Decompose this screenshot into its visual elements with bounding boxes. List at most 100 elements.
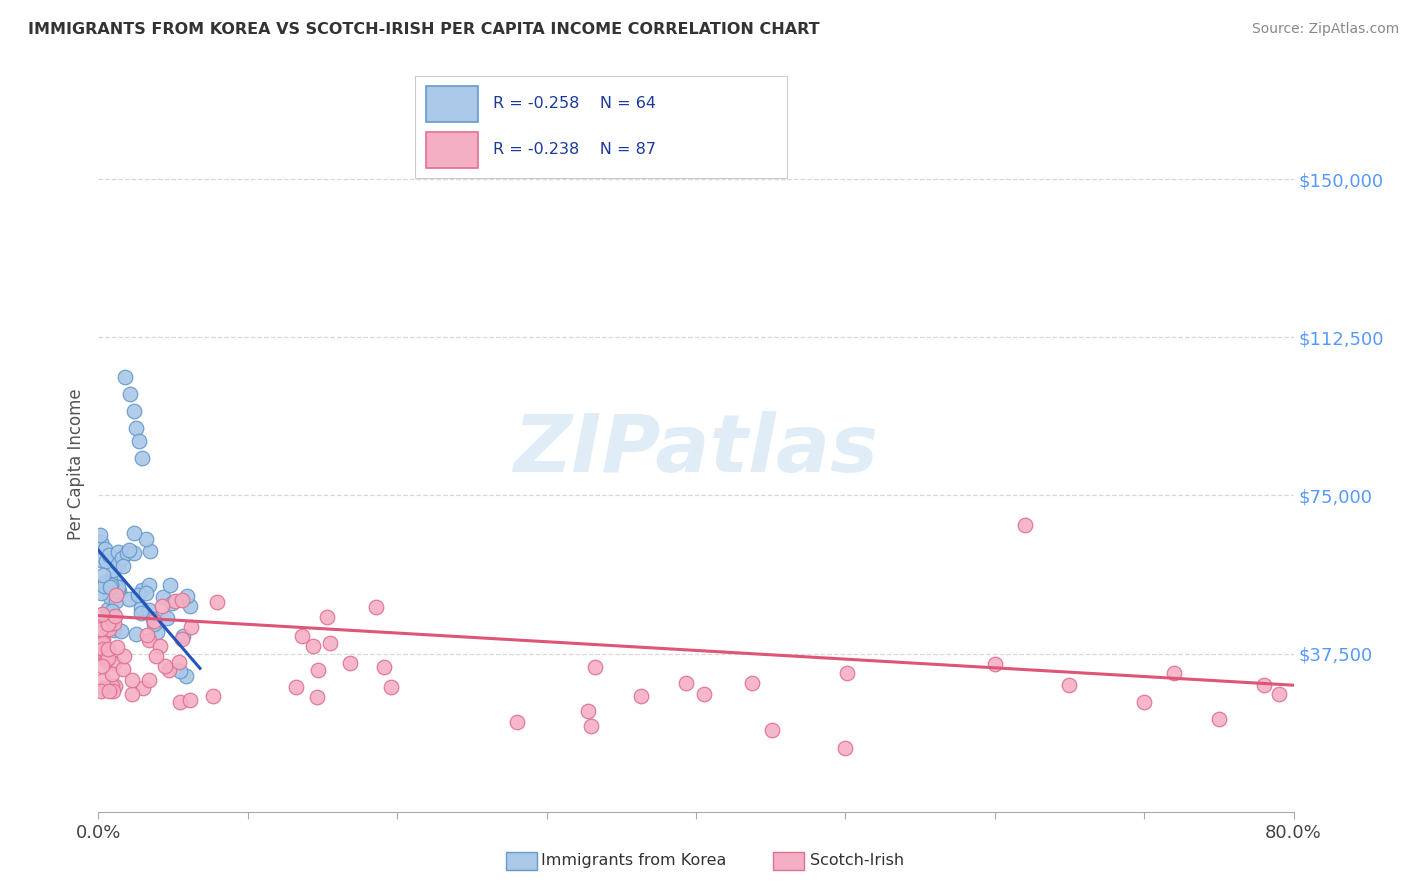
Point — [160, 596, 183, 610]
Point — [180, 620, 202, 634]
Point — [373, 659, 395, 673]
Point — [101, 683, 124, 698]
Point — [172, 629, 194, 643]
Text: Immigrants from Korea: Immigrants from Korea — [541, 854, 727, 868]
Point — [157, 663, 180, 677]
Point — [96, 575, 118, 590]
Point — [91, 568, 114, 582]
Point — [115, 546, 138, 560]
Point — [165, 594, 187, 608]
Point — [142, 614, 165, 628]
Point — [579, 719, 602, 733]
Point — [110, 624, 132, 638]
Point — [131, 582, 153, 597]
Point — [90, 683, 112, 698]
Point — [285, 680, 308, 694]
Point — [159, 578, 181, 592]
Point — [101, 563, 124, 577]
Point — [307, 664, 329, 678]
Point — [94, 649, 117, 664]
Point — [100, 604, 122, 618]
Point — [179, 693, 201, 707]
Point — [169, 665, 191, 679]
Point — [94, 646, 117, 660]
Point — [1059, 678, 1081, 692]
Point — [112, 662, 135, 676]
Point — [138, 578, 160, 592]
Point — [693, 687, 716, 701]
Point — [835, 665, 858, 680]
Point — [291, 629, 314, 643]
Point — [125, 627, 148, 641]
Point — [172, 593, 194, 607]
Point — [101, 666, 124, 681]
Point — [100, 573, 122, 587]
Point — [132, 681, 155, 695]
Point — [741, 675, 763, 690]
Point — [366, 600, 388, 615]
Point — [127, 588, 149, 602]
Point — [128, 434, 150, 448]
Point — [98, 584, 121, 599]
Point — [91, 632, 114, 647]
Text: ZIPatlas: ZIPatlas — [513, 411, 879, 489]
Point — [135, 586, 157, 600]
Point — [107, 557, 129, 571]
Point — [90, 535, 112, 549]
Point — [125, 421, 148, 435]
Point — [90, 619, 112, 633]
Point — [135, 533, 157, 547]
Point — [94, 653, 117, 667]
Point — [169, 695, 191, 709]
Point — [104, 594, 127, 608]
Point — [97, 602, 120, 616]
Point — [118, 387, 141, 401]
Point — [302, 639, 325, 653]
Point — [90, 647, 112, 661]
Point — [93, 681, 115, 695]
Point — [97, 684, 120, 698]
Point — [100, 679, 122, 693]
Point — [104, 574, 127, 588]
Point — [100, 578, 122, 592]
Point — [93, 646, 115, 660]
Point — [155, 659, 177, 673]
Text: R = -0.258    N = 64: R = -0.258 N = 64 — [494, 96, 657, 111]
Point — [1014, 518, 1036, 533]
Point — [121, 673, 143, 687]
Point — [167, 655, 190, 669]
Point — [305, 690, 328, 704]
Point — [107, 545, 129, 559]
Point — [152, 590, 174, 604]
Point — [91, 673, 114, 688]
Point — [141, 612, 163, 626]
Text: Scotch-Irish: Scotch-Irish — [810, 854, 904, 868]
Point — [94, 644, 117, 658]
Point — [104, 608, 127, 623]
Point — [984, 657, 1007, 672]
Point — [94, 542, 117, 557]
Point — [319, 636, 342, 650]
Point — [176, 669, 198, 683]
Point — [104, 679, 127, 693]
Point — [107, 584, 129, 599]
Point — [1253, 678, 1275, 692]
Point — [145, 648, 167, 663]
FancyBboxPatch shape — [426, 87, 478, 122]
Point — [107, 580, 129, 594]
Point — [179, 599, 201, 614]
Point — [105, 640, 128, 655]
Point — [108, 584, 131, 599]
Point — [1267, 687, 1289, 701]
Point — [129, 607, 152, 621]
Point — [98, 591, 121, 605]
Point — [93, 574, 115, 589]
Text: IMMIGRANTS FROM KOREA VS SCOTCH-IRISH PER CAPITA INCOME CORRELATION CHART: IMMIGRANTS FROM KOREA VS SCOTCH-IRISH PE… — [28, 22, 820, 37]
Point — [131, 450, 153, 465]
Point — [91, 641, 114, 656]
Y-axis label: Per Capita Income: Per Capita Income — [67, 388, 86, 540]
Point — [1208, 712, 1230, 726]
Point — [118, 592, 141, 607]
Point — [150, 599, 173, 613]
Point — [122, 525, 145, 540]
